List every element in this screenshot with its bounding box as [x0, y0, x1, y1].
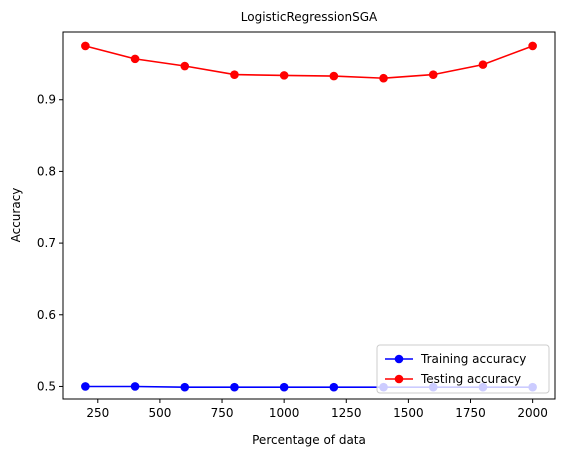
data-point: [329, 382, 339, 392]
x-tick-label: 1750: [455, 406, 486, 420]
plot-area: [81, 41, 537, 392]
data-point: [130, 382, 140, 391]
plot-frame: [62, 31, 556, 400]
data-point: [180, 382, 190, 392]
y-tick-label: 0.8: [37, 164, 56, 178]
y-tick-label: 0.7: [37, 236, 56, 250]
x-tick-label: 1250: [331, 406, 362, 420]
y-tick-label: 0.9: [37, 93, 56, 107]
y-tick-label: 0.6: [37, 308, 56, 322]
data-point: [81, 382, 90, 391]
data-point: [379, 73, 388, 83]
legend-label: Testing accuracy: [420, 372, 521, 386]
series-line-2: [85, 45, 533, 80]
data-point: [180, 61, 190, 71]
data-point: [528, 41, 537, 51]
data-point: [230, 382, 239, 392]
data-point: [279, 382, 289, 392]
x-axis: 250 500 750 1000 1250 1500 1750 2000: [86, 399, 548, 420]
x-tick-label: 1500: [393, 406, 424, 420]
data-point: [230, 70, 239, 79]
x-tick-label: 750: [211, 406, 234, 420]
x-tick-label: 2000: [517, 406, 548, 420]
x-tick-label: 1000: [269, 406, 300, 420]
legend-box: [376, 344, 550, 394]
x-axis-label: Percentage of data: [252, 433, 366, 447]
y-axis-label: Accuracy: [9, 188, 23, 243]
chart-title: LogisticRegressionSGA: [241, 10, 378, 24]
x-tick-label: 250: [86, 406, 109, 420]
x-tick-label: 500: [148, 406, 171, 420]
data-point: [130, 54, 140, 64]
data-point: [428, 70, 438, 79]
data-point: [329, 71, 339, 81]
legend-marker: [394, 374, 404, 384]
data-point: [279, 71, 289, 80]
y-tick-label: 0.5: [37, 379, 56, 393]
legend-label: Training accuracy: [420, 352, 526, 366]
y-axis: 0.5 0.6 0.7 0.8 0.9: [37, 93, 63, 393]
data-point: [81, 41, 90, 51]
legend-marker: [394, 354, 404, 364]
legend: Training accuracy Testing accuracy: [376, 344, 550, 394]
data-point: [478, 60, 488, 69]
